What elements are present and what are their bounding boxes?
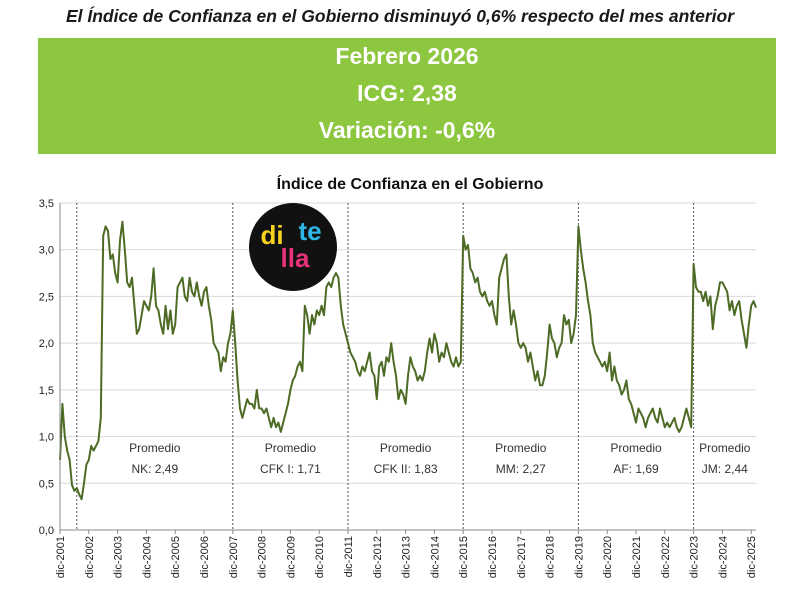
chart-title: Índice de Confianza en el Gobierno [277, 174, 544, 193]
x-tick-label: dic-2008 [257, 536, 269, 578]
period-annotations: Promedio NK: 2,49 Promedio CFK I: 1,71 Prome… [129, 441, 751, 476]
logo-text-2: te [298, 216, 321, 246]
series-line [59, 220, 757, 501]
period-label: Promedio [380, 441, 432, 455]
x-tick-label: dic-2013 [401, 536, 413, 578]
x-tick-label: dic-2024 [717, 536, 729, 578]
summary-banner: Febrero 2026 ICG: 2,38 Variación: -0,6% [38, 38, 776, 154]
x-tick-label: dic-2009 [285, 536, 297, 578]
x-tick-label: dic-2012 [372, 536, 384, 578]
x-tick-label: dic-2003 [113, 536, 125, 578]
period-average: JM: 2,44 [702, 462, 748, 476]
x-tick-label: dic-2001 [55, 536, 67, 578]
y-tick-label: 2,5 [39, 291, 54, 303]
x-tick-label: dic-2017 [516, 536, 528, 578]
x-tick-label: dic-2015 [458, 536, 470, 578]
x-tick-label: dic-2016 [487, 536, 499, 578]
period-average: MM: 2,27 [496, 462, 546, 476]
y-tick-label: 3,0 [39, 245, 54, 257]
x-tick-label: dic-2022 [660, 536, 672, 578]
period-average: CFK II: 1,83 [374, 462, 438, 476]
x-tick-label: dic-2019 [573, 536, 585, 578]
axis-lines [59, 203, 756, 531]
x-tick-label: dic-2014 [429, 536, 441, 578]
period-dividers [76, 203, 695, 530]
period-label: Promedio [610, 441, 662, 455]
banner-variation: Variación: -0,6% [318, 117, 496, 143]
y-tick-label: 0,5 [39, 478, 54, 490]
period-label: Promedio [495, 441, 547, 455]
logo-circle [249, 203, 337, 291]
period-label: Promedio [699, 441, 751, 455]
x-tick-label: dic-2005 [170, 536, 182, 578]
y-tick-label: 1,0 [39, 432, 54, 444]
y-tick-label: 0,0 [39, 525, 54, 537]
x-tick-label: dic-2021 [631, 536, 643, 578]
banner-period: Febrero 2026 [335, 43, 479, 69]
headline: El Índice de Confianza en el Gobierno di… [65, 6, 735, 26]
logo-text-1: di [260, 220, 283, 250]
period-average: AF: 1,69 [613, 462, 659, 476]
period-average: CFK I: 1,71 [260, 462, 321, 476]
y-tick-label: 3,5 [39, 198, 54, 210]
x-tick-label: dic-2020 [602, 536, 614, 578]
x-tick-label: dic-2010 [314, 536, 326, 578]
period-label: Promedio [265, 441, 317, 455]
x-tick-label: dic-2011 [343, 536, 355, 577]
x-tick-label: dic-2023 [689, 536, 701, 578]
banner-icg: ICG: 2,38 [357, 80, 457, 106]
period-label: Promedio [129, 441, 181, 455]
logo-text-3: lla [281, 243, 310, 273]
x-tick-label: dic-2006 [199, 536, 211, 578]
x-tick-label: dic-2018 [545, 536, 557, 578]
x-tick-label: dic-2004 [141, 536, 153, 578]
y-axis-ticks: 0,0 0,5 1,0 1,5 2,0 2,5 3,0 3,5 [39, 198, 54, 537]
x-axis-ticks: dic-2001 dic-2002 dic-2003 dic-2004 dic-2005… [55, 530, 758, 578]
y-tick-label: 1,5 [39, 385, 54, 397]
x-tick-label: dic-2002 [84, 536, 96, 578]
y-tick-label: 2,0 [39, 338, 54, 350]
x-tick-label: dic-2025 [746, 536, 758, 578]
icg-chart: Índice de Confianza en el Gobierno 0,00,… [39, 174, 758, 578]
period-average: NK: 2,49 [131, 462, 178, 476]
x-tick-label: dic-2007 [228, 536, 240, 578]
